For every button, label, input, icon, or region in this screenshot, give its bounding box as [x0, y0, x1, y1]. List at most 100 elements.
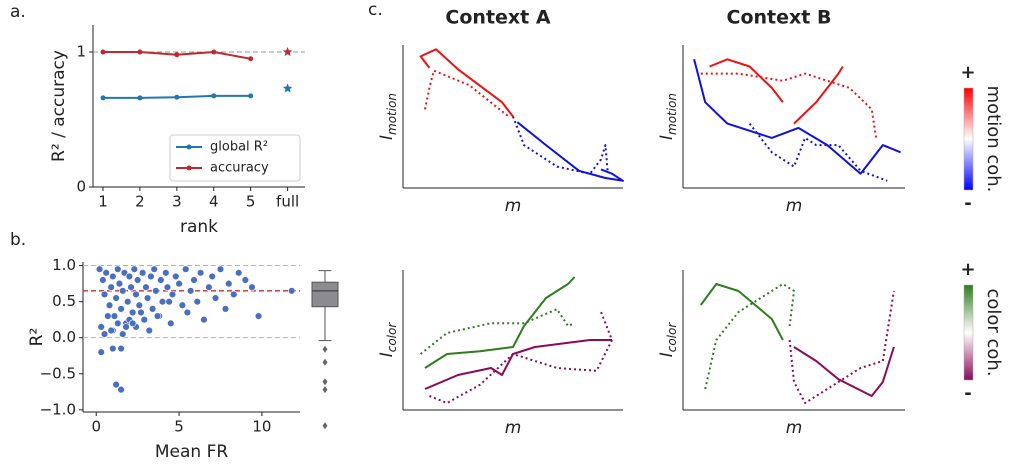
- scatter-point: [114, 265, 122, 273]
- scatter-point: [182, 265, 190, 273]
- scatter-point: [130, 265, 139, 273]
- trajectory: [709, 58, 784, 103]
- point: [174, 52, 180, 58]
- scatter-point: [196, 269, 205, 277]
- scatter-point: [95, 265, 104, 273]
- trajectory: [429, 311, 613, 404]
- scatter-point: [162, 269, 170, 277]
- y-tick-label: 0.5: [52, 292, 76, 310]
- point: [174, 94, 180, 100]
- outlier: [322, 378, 328, 386]
- trajectory: [424, 339, 612, 390]
- scatter-point: [163, 283, 172, 291]
- scatter-point: [132, 290, 140, 299]
- scatter-point: [138, 269, 147, 277]
- x-axis-label: Mean FR: [155, 442, 229, 462]
- scatter-point: [117, 385, 125, 394]
- x-tick-label: 5: [174, 418, 184, 436]
- x-axis-label: m: [505, 418, 522, 438]
- scatter-point: [142, 283, 150, 291]
- point: [248, 93, 254, 99]
- trajectory: [419, 308, 575, 355]
- scatter-point: [119, 287, 127, 295]
- scatter-point: [100, 330, 109, 338]
- point: [100, 49, 106, 55]
- scatter-point: [190, 276, 198, 284]
- scatter-point: [128, 319, 137, 327]
- colorbar-plus: +: [960, 62, 975, 83]
- scatter-point: [117, 305, 125, 313]
- trajectory: [516, 121, 624, 182]
- trajectory: [512, 116, 609, 175]
- legend-label: global R²: [210, 140, 268, 155]
- y-tick-label: −0.5: [40, 364, 76, 382]
- scatter-point: [175, 279, 183, 288]
- scatter-point: [125, 272, 134, 281]
- scatter-point: [115, 279, 124, 288]
- y-axis-label-sub: color: [385, 322, 399, 353]
- y-axis-label: R² / accuracy: [49, 50, 69, 162]
- point: [100, 95, 106, 101]
- trajectory: [424, 69, 510, 118]
- scatter-point: [97, 323, 105, 331]
- scatter-point: [205, 283, 213, 291]
- colorbar: [963, 284, 974, 381]
- scatter-point: [133, 276, 142, 284]
- scatter-point: [124, 297, 132, 306]
- trajectory: [419, 48, 514, 118]
- scatter-point: [143, 294, 152, 302]
- x-tick-label: full: [276, 193, 299, 211]
- x-tick-label: 3: [172, 193, 182, 211]
- trajectory: [748, 122, 888, 182]
- scatter-point: [225, 279, 233, 288]
- legend-box: [169, 134, 301, 182]
- colorbar-minus: -: [964, 383, 971, 404]
- y-axis-label-main: I: [377, 135, 397, 140]
- point: [137, 49, 143, 55]
- trajectory: [424, 276, 576, 369]
- panel-letter: a.: [10, 2, 26, 22]
- x-tick-label: 0: [91, 418, 101, 436]
- scatter-point: [165, 297, 173, 306]
- point: [211, 93, 217, 99]
- y-tick-label: −1.0: [40, 400, 76, 418]
- point: [211, 49, 217, 55]
- star-point: [282, 83, 293, 93]
- trajectory: [699, 283, 784, 341]
- scatter-point: [153, 312, 162, 320]
- trajectory: [793, 65, 844, 125]
- scatter-point: [107, 283, 115, 291]
- trajectory: [793, 346, 895, 397]
- outlier: [322, 358, 328, 366]
- y-axis-label: Icolor: [657, 322, 679, 358]
- scatter-point: [241, 276, 250, 284]
- x-axis-label: rank: [180, 217, 218, 237]
- y-axis-label-sub: motion: [385, 93, 399, 135]
- panel-letter: c.: [368, 0, 383, 20]
- scatter-point: [152, 287, 160, 295]
- scatter-point: [135, 301, 144, 309]
- scatter-point: [112, 294, 120, 302]
- scatter-point: [254, 312, 263, 320]
- scatter-point: [128, 308, 137, 317]
- y-tick-label: 0: [76, 178, 86, 196]
- point: [137, 95, 143, 101]
- y-axis-label: Imotion: [377, 93, 399, 140]
- scatter-point: [100, 290, 109, 299]
- scatter-point: [105, 301, 114, 309]
- scatter-point: [158, 297, 167, 306]
- scatter-point: [221, 305, 230, 313]
- scatter-point: [102, 269, 110, 277]
- scatter-point: [97, 348, 105, 356]
- outlier: [322, 422, 328, 430]
- scatter-point: [137, 308, 145, 317]
- colorbar-label: motion coh.: [983, 86, 1004, 193]
- scatter-point: [248, 283, 256, 291]
- scatter-point: [104, 312, 112, 320]
- scatter-point: [110, 312, 119, 320]
- y-axis-label-main: I: [657, 135, 677, 140]
- x-tick-label: 2: [135, 193, 145, 211]
- trajectory: [704, 283, 795, 390]
- scatter-point: [167, 319, 175, 327]
- scatter-point: [119, 330, 127, 338]
